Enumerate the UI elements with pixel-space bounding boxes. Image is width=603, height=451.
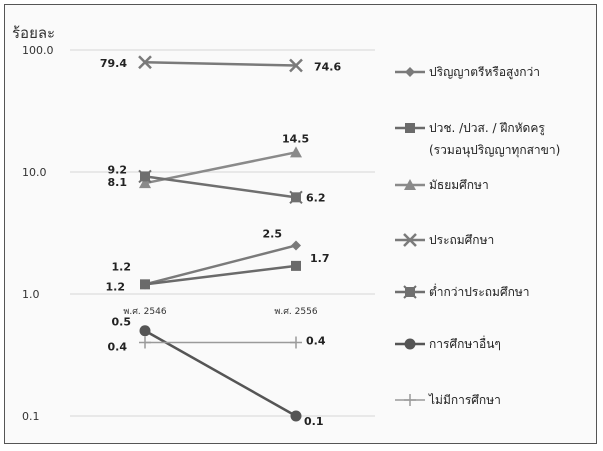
series-line (144, 329, 297, 418)
data-labels: 1.2 2.5 1.2 1.7 8.1 14.5 79.4 74.6 9.2 6.2 0.5 0.1 0… (100, 57, 342, 428)
series-line (144, 60, 297, 67)
data-label: 1.2 (112, 260, 132, 273)
data-label: 1.2 (106, 280, 126, 293)
data-label: 14.5 (282, 132, 309, 145)
legend-label: ประถมศึกษา (429, 233, 494, 247)
y-axis-label: ร้อยละ (12, 24, 55, 42)
data-point (289, 58, 303, 73)
data-point (138, 55, 152, 70)
y-tick-label: 1.0 (22, 288, 40, 301)
legend-label: ต่ำกว่าประถมศึกษา (429, 283, 530, 299)
data-label: 9.2 (108, 163, 128, 176)
series-lines (144, 60, 297, 418)
data-label: 2.5 (263, 227, 283, 240)
data-point (290, 410, 302, 422)
series-line (144, 264, 297, 286)
data-point (138, 169, 152, 184)
legend-marker (404, 179, 416, 190)
y-tick-label: 100.0 (22, 44, 54, 57)
data-label: 6.2 (306, 191, 326, 204)
legend-item: ต่ำกว่าประถมศึกษา (395, 283, 530, 299)
data-label: 0.1 (304, 415, 324, 428)
legend-marker (403, 233, 417, 247)
data-label: 74.6 (314, 61, 341, 74)
data-point (139, 336, 151, 349)
legend-marker (404, 338, 416, 350)
x-category-label: พ.ศ. 2556 (274, 307, 317, 317)
data-point (290, 146, 302, 158)
data-label: 0.5 (112, 316, 132, 329)
legend-label: การศึกษาอื่นๆ (429, 335, 501, 351)
y-tick-label: 10.0 (22, 166, 47, 179)
data-label: 0.4 (108, 341, 128, 354)
legend-label: ไม่มีการศึกษา (428, 393, 501, 407)
legend-label: มัธยมศึกษา (429, 178, 489, 192)
data-point (140, 279, 150, 290)
data-label: 1.7 (310, 252, 330, 265)
legend-label: ปริญญาตรีหรือสูงกว่า (429, 65, 540, 80)
legend-item: ไม่มีการศึกษา (395, 393, 501, 407)
x-categories: พ.ศ. 2546 พ.ศ. 2556 (123, 307, 317, 317)
chart-frame (4, 4, 597, 444)
legend-item: ปริญญาตรีหรือสูงกว่า (395, 65, 540, 80)
data-point (139, 177, 151, 189)
data-point (291, 240, 301, 251)
legend-marker (405, 123, 415, 133)
y-ticks: 0.1 1.0 10.0 100.0 (22, 44, 54, 423)
series-line (144, 175, 297, 199)
legend-marker (403, 285, 417, 299)
data-label: 79.4 (100, 57, 127, 70)
data-point (139, 325, 151, 337)
x-category-label: พ.ศ. 2546 (123, 307, 166, 317)
data-label: 0.4 (306, 335, 326, 348)
legend-label: ปวช. /ปวส. / ฝึกหัดครู(รวมอนุปริญญาทุกสา… (429, 121, 560, 158)
data-point (290, 336, 302, 349)
legend-item: การศึกษาอื่นๆ (395, 335, 501, 351)
series-line (144, 151, 297, 185)
gridlines (70, 49, 375, 417)
legend-item: ประถมศึกษา (395, 233, 494, 247)
y-tick-label: 0.1 (22, 410, 40, 423)
data-point (291, 260, 301, 271)
legend-item: ปวช. /ปวส. / ฝึกหัดครู(รวมอนุปริญญาทุกสา… (395, 121, 560, 158)
legend-item: มัธยมศึกษา (395, 178, 489, 192)
legend-marker (405, 67, 415, 77)
series-markers (138, 55, 303, 422)
legend-marker (404, 394, 416, 406)
data-point (289, 190, 303, 205)
series-line (144, 244, 297, 286)
data-label: 8.1 (108, 176, 128, 189)
